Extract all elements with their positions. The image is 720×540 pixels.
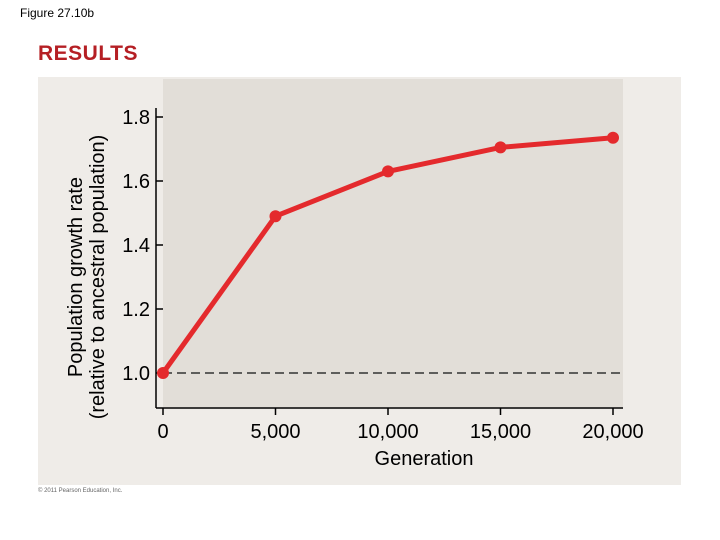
x-axis-label: Generation (374, 448, 474, 470)
plot-area (163, 79, 623, 407)
data-point (494, 141, 507, 154)
x-tick-label: 15,000 (470, 421, 531, 443)
data-point (607, 131, 619, 144)
copyright: © 2011 Pearson Education, Inc. (38, 488, 123, 494)
figure-label: Figure 27.10b (20, 6, 95, 20)
x-tick-label: 5,000 (250, 421, 300, 443)
data-point (382, 165, 394, 178)
y-tick-label: 1.8 (122, 107, 150, 129)
x-tick-label: 10,000 (357, 421, 418, 443)
y-tick-label: 1.2 (122, 299, 150, 321)
y-axis-label-line-2: (relative to ancestral population) (87, 134, 109, 420)
section-title: RESULTS (38, 42, 138, 65)
x-tick-label: 0 (157, 421, 168, 443)
data-point (157, 367, 169, 379)
y-tick-label: 1.6 (122, 171, 150, 193)
data-point (269, 210, 282, 223)
y-axis-label: Population growth rate (relative to ance… (65, 135, 109, 420)
y-tick-label: 1.4 (122, 235, 150, 257)
y-tick-label: 1.0 (122, 363, 150, 385)
y-axis-label-line-1: Population growth rate (65, 176, 87, 378)
x-tick-label: 20,000 (582, 421, 643, 443)
